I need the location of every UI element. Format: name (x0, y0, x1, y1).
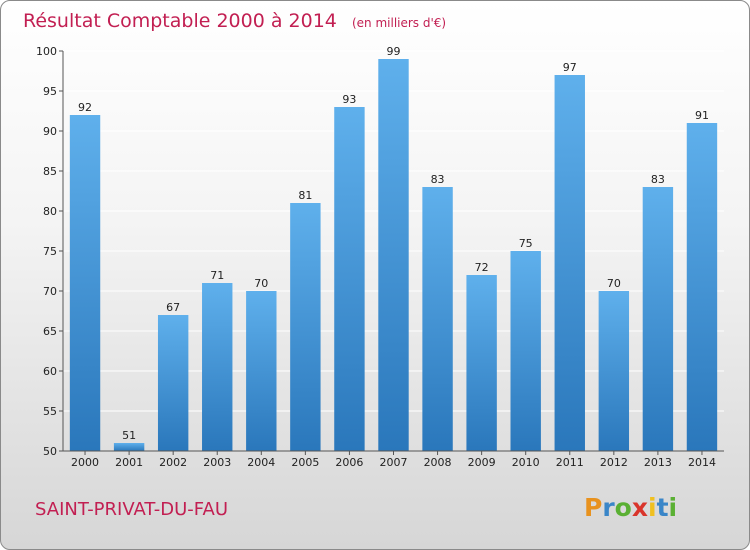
bar-2000 (69, 115, 101, 451)
logo-letter: t (657, 493, 669, 522)
logo-letter: r (602, 493, 615, 522)
bar-2010 (510, 251, 541, 451)
bar-2012 (598, 291, 630, 451)
chart-subtitle: (en milliers d'€) (352, 16, 446, 30)
proxiti-logo: Proxiti (584, 493, 677, 522)
x-tick-label: 2004 (247, 456, 275, 469)
bar-value-label: 83 (651, 173, 665, 186)
bar-2011 (554, 75, 585, 451)
bar-2014 (686, 123, 718, 451)
bar-2003 (202, 283, 233, 451)
x-tick-label: 2009 (468, 456, 496, 469)
y-tick-label: 90 (43, 125, 57, 138)
logo-letter: i (669, 493, 678, 522)
x-tick-label: 2011 (556, 456, 584, 469)
commune-name: SAINT-PRIVAT-DU-FAU (35, 499, 228, 520)
bar-value-label: 81 (298, 189, 312, 202)
bars (69, 59, 718, 451)
logo-letter: o (615, 493, 632, 522)
bar-2013 (642, 187, 674, 451)
x-tick-label: 2000 (71, 456, 99, 469)
bar-value-label: 72 (475, 261, 489, 274)
logo-letter: i (648, 493, 657, 522)
bar-value-label: 75 (519, 237, 533, 250)
logo-letter: P (584, 493, 602, 522)
bar-2005 (290, 203, 321, 451)
bar-value-label: 83 (431, 173, 445, 186)
x-tick-label: 2012 (600, 456, 628, 469)
bar-value-label: 97 (563, 61, 577, 74)
chart-title: Résultat Comptable 2000 à 2014 (23, 10, 337, 32)
bar-value-labels: 92 51 67 71 70 81 93 99 83 72 75 97 70 83 91 (78, 45, 709, 442)
x-tick-label: 2014 (688, 456, 716, 469)
bar-value-label: 67 (166, 301, 180, 314)
y-tick-label: 80 (43, 205, 57, 218)
bar-value-label: 71 (210, 269, 224, 282)
bar-2006 (334, 107, 365, 451)
logo-letter: x (632, 493, 648, 522)
x-tick-label: 2001 (115, 456, 143, 469)
x-tick-label: 2005 (291, 456, 319, 469)
x-tick-label: 2008 (424, 456, 452, 469)
y-tick-label: 60 (43, 365, 57, 378)
bar-value-label: 92 (78, 101, 92, 114)
y-tick-label: 50 (43, 445, 57, 458)
bar-2002 (157, 315, 189, 451)
y-tick-label: 65 (43, 325, 57, 338)
x-tick-label: 2010 (512, 456, 540, 469)
y-tick-label: 100 (36, 45, 57, 58)
bar-value-label: 99 (387, 45, 401, 58)
x-tick-label: 2003 (203, 456, 231, 469)
bar-2001 (113, 443, 145, 451)
y-tick-label: 75 (43, 245, 57, 258)
bar-2008 (422, 187, 453, 451)
x-tick-label: 2002 (159, 456, 187, 469)
bar-value-label: 93 (342, 93, 356, 106)
y-tick-label: 95 (43, 85, 57, 98)
x-tick-label: 2006 (335, 456, 363, 469)
bar-2007 (378, 59, 409, 451)
bar-2009 (466, 275, 497, 451)
x-axis-ticks: 2000 2001 2002 2003 2004 2005 2006 2007 2008 2009… (71, 451, 716, 469)
x-tick-label: 2007 (380, 456, 408, 469)
bar-value-label: 51 (122, 429, 136, 442)
bar-value-label: 70 (254, 277, 268, 290)
bar-2004 (246, 291, 277, 451)
y-tick-label: 70 (43, 285, 57, 298)
y-axis-ticks: 50 55 60 65 70 75 80 85 90 95 100 (36, 45, 63, 458)
bar-value-label: 91 (695, 109, 709, 122)
bar-value-label: 70 (607, 277, 621, 290)
y-tick-label: 55 (43, 405, 57, 418)
x-tick-label: 2013 (644, 456, 672, 469)
chart-title-group: Résultat Comptable 2000 à 2014 (en milli… (23, 10, 446, 32)
y-tick-label: 85 (43, 165, 57, 178)
